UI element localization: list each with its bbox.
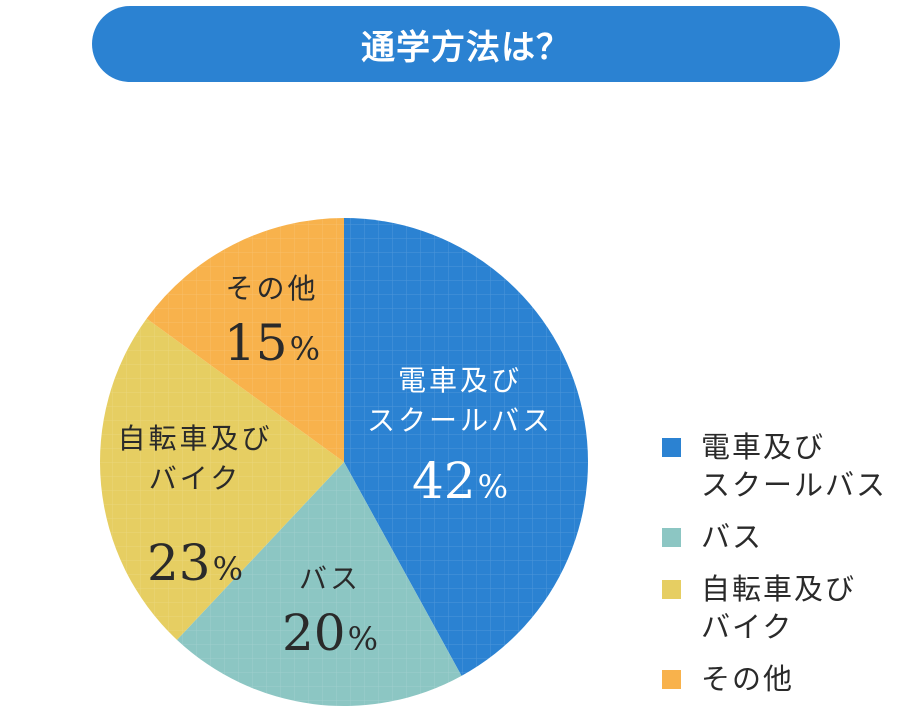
slice-category-bus-0: バス	[299, 562, 361, 595]
pie-slice-grid-bike	[100, 318, 344, 640]
legend-swatch-bike	[662, 580, 681, 599]
slice-label-bus: バス 20%	[282, 562, 378, 662]
chart-legend: 電車及び スクールバス バス 自転車及び バイク その他	[662, 428, 912, 712]
legend-swatch-bus	[662, 528, 681, 547]
pie-slice-grid-train	[344, 218, 588, 676]
legend-item-other: その他	[662, 660, 912, 698]
chart-title: 通学方法は？	[361, 27, 571, 68]
legend-item-bus: バス	[662, 518, 912, 556]
slice-value-bus: 20%	[282, 604, 378, 662]
pie-slice-grid-other	[146, 218, 344, 462]
legend-label-bike: 自転車及び バイク	[701, 572, 857, 644]
legend-label-train: 電車及び スクールバス	[701, 430, 888, 502]
legend-swatch-train	[662, 438, 681, 457]
title-banner: 通学方法は？	[92, 6, 840, 82]
slice-value-train: 42%	[412, 452, 508, 510]
legend-swatch-other	[662, 670, 681, 689]
legend-item-train: 電車及び スクールバス	[662, 428, 912, 504]
slice-category-train-0: 電車及び	[398, 364, 522, 397]
slice-label-other: その他 15%	[224, 272, 320, 372]
slice-value-other: 15%	[224, 314, 320, 372]
legend-label-bus: バス	[701, 520, 764, 554]
legend-label-other: その他	[701, 662, 795, 696]
pie-slice-grid-bus	[176, 462, 462, 706]
slice-category-bike-1: バイク	[149, 462, 241, 495]
slice-category-other-0: その他	[225, 272, 318, 305]
legend-item-bike: 自転車及び バイク	[662, 570, 912, 646]
slice-category-train-1: スクールバス	[367, 404, 553, 437]
slice-category-bike-0: 自転車及び	[117, 422, 272, 455]
slice-value-bike: 23%	[147, 534, 243, 592]
